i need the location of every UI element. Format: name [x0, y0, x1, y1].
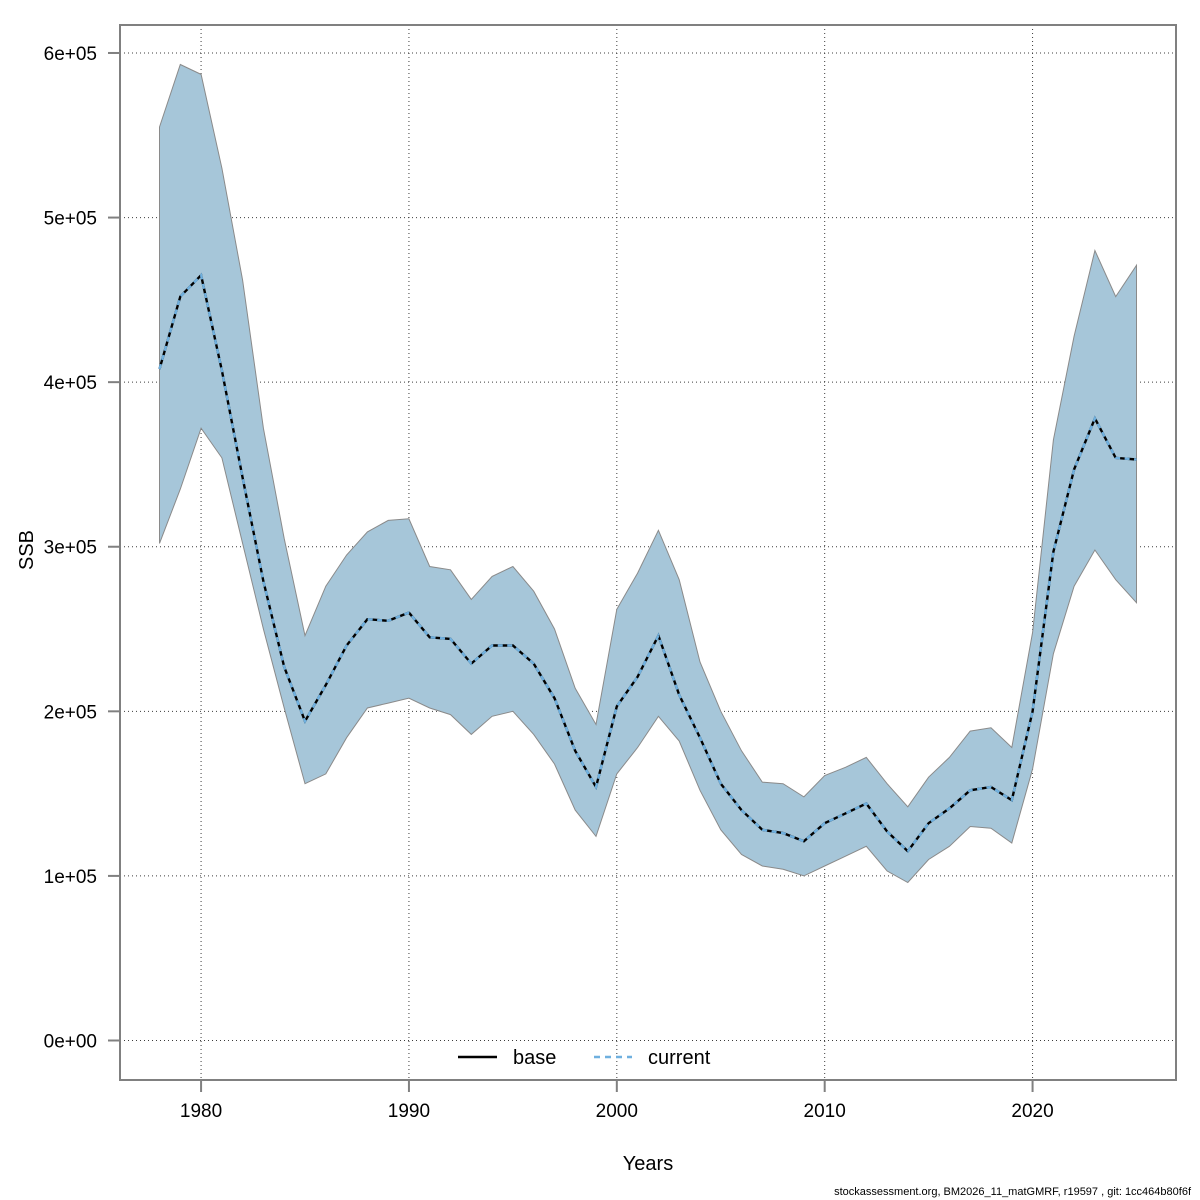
- y-tick-label-2e+05: 2e+05: [44, 702, 97, 723]
- axis-tick-labels: 1980 1990 2000 2010 2020 0e+00 1e+05 2e+05 3e+05…: [44, 44, 1054, 1122]
- watermark-text: stockassessment.org, BM2026_11_matGMRF, …: [834, 1186, 1192, 1198]
- y-axis-title: SSB: [16, 530, 38, 570]
- legend-base-label: base: [513, 1047, 556, 1069]
- x-tick-label-2000: 2000: [596, 1101, 638, 1122]
- plot-border: [119, 24, 1177, 1081]
- x-axis-title: Years: [623, 1153, 673, 1175]
- confidence-band-layer: [159, 63, 1137, 884]
- confidence-band: [159, 63, 1137, 884]
- y-tick-label-4e+05: 4e+05: [44, 373, 97, 394]
- x-tick-label-2010: 2010: [804, 1101, 846, 1122]
- y-tick-label-1e+05: 1e+05: [44, 867, 97, 888]
- legend-current-label: current: [648, 1047, 711, 1069]
- x-tick-label-1990: 1990: [388, 1101, 430, 1122]
- x-tick-label-2020: 2020: [1011, 1101, 1053, 1122]
- y-tick-label-5e+05: 5e+05: [44, 209, 97, 230]
- series-lines-layer: [158, 272, 1137, 854]
- y-tick-label-3e+05: 3e+05: [44, 538, 97, 559]
- y-tick-label-6e+05: 6e+05: [44, 44, 97, 65]
- y-tick-label-0e+00: 0e+00: [44, 1031, 97, 1052]
- legend: base current: [458, 1047, 711, 1069]
- x-tick-label-1980: 1980: [180, 1101, 222, 1122]
- axis-ticks: [108, 51, 1034, 1092]
- current-line: [158, 272, 1137, 854]
